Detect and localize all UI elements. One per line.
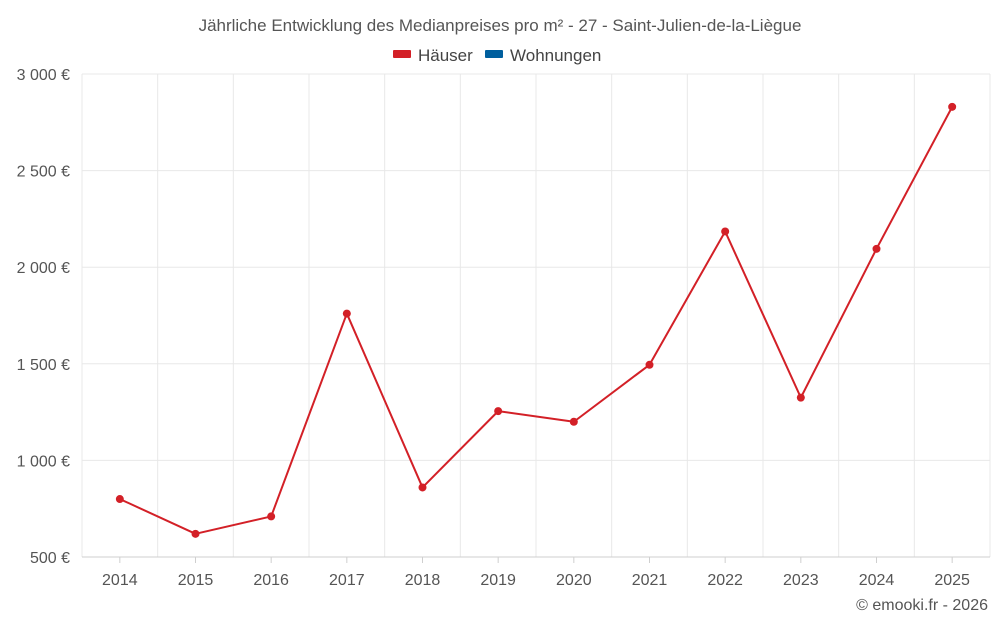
x-tick-label: 2024 (859, 572, 895, 589)
legend-swatch-wohnungen (485, 50, 503, 58)
data-point-2018[interactable] (418, 483, 427, 492)
legend-label-wohnungen: Wohnungen (510, 46, 601, 65)
legend-item-wohnungen[interactable]: Wohnungen (485, 46, 601, 65)
chart-title: Jährliche Entwicklung des Medianpreises … (199, 16, 802, 35)
x-tick-label: 2019 (480, 572, 516, 589)
axes: 500 € 1 000 € 1 500 € 2 000 € 2 500 € 3 000 €… (17, 67, 990, 589)
series-line-0 (119, 106, 954, 535)
legend: Häuser Wohnungen (393, 46, 601, 65)
data-point-2023[interactable] (796, 393, 805, 402)
legend-item-haeuser[interactable]: Häuser (393, 46, 473, 65)
x-tick-label: 2014 (102, 572, 138, 589)
x-tick-label: 2025 (934, 572, 970, 589)
grid (81, 73, 991, 558)
x-tick-label: 2018 (405, 572, 441, 589)
x-tick-label: 2020 (556, 572, 592, 589)
x-tick-label: 2023 (783, 572, 819, 589)
y-tick-label: 1 000 € (17, 453, 70, 470)
legend-swatch-haeuser (393, 50, 411, 58)
x-tick-label: 2015 (178, 572, 214, 589)
data-point-2020[interactable] (569, 417, 578, 426)
series-group (115, 102, 957, 538)
legend-label-haeuser: Häuser (418, 46, 473, 65)
y-tick-label: 500 € (30, 550, 70, 567)
x-tick-label: 2021 (632, 572, 668, 589)
y-tick-label: 2 500 € (17, 164, 70, 181)
copyright-footer: © emooki.fr - 2026 (856, 597, 988, 614)
data-point-2017[interactable] (342, 309, 351, 318)
y-tick-label: 1 500 € (17, 357, 70, 374)
x-tick-label: 2022 (707, 572, 743, 589)
data-point-2016[interactable] (267, 512, 276, 521)
x-tick-label: 2016 (253, 572, 289, 589)
y-tick-label: 2 000 € (17, 260, 70, 277)
y-tick-label: 3 000 € (17, 67, 70, 84)
data-point-2022[interactable] (721, 227, 730, 236)
data-point-2014[interactable] (115, 495, 124, 504)
x-tick-label: 2017 (329, 572, 365, 589)
data-point-2021[interactable] (645, 360, 654, 369)
data-point-2024[interactable] (872, 244, 881, 253)
data-point-2019[interactable] (494, 407, 503, 416)
data-point-2025[interactable] (948, 102, 957, 111)
data-point-2015[interactable] (191, 529, 200, 538)
